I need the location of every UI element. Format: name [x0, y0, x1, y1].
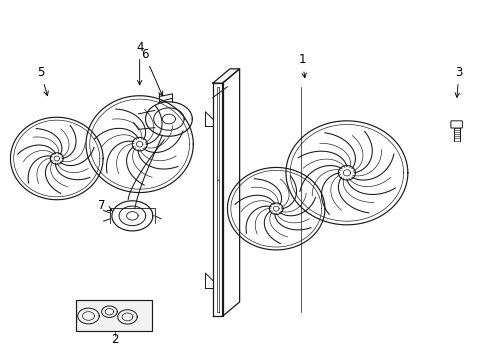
Bar	[76, 300, 152, 330]
Text: 5: 5	[37, 66, 48, 96]
FancyBboxPatch shape	[450, 121, 462, 128]
Text: 2: 2	[111, 333, 119, 346]
Text: 1: 1	[298, 53, 305, 78]
Text: 3: 3	[454, 66, 462, 97]
Text: 4: 4	[136, 41, 143, 85]
Text: 7: 7	[98, 199, 112, 212]
Text: 6: 6	[141, 48, 163, 96]
